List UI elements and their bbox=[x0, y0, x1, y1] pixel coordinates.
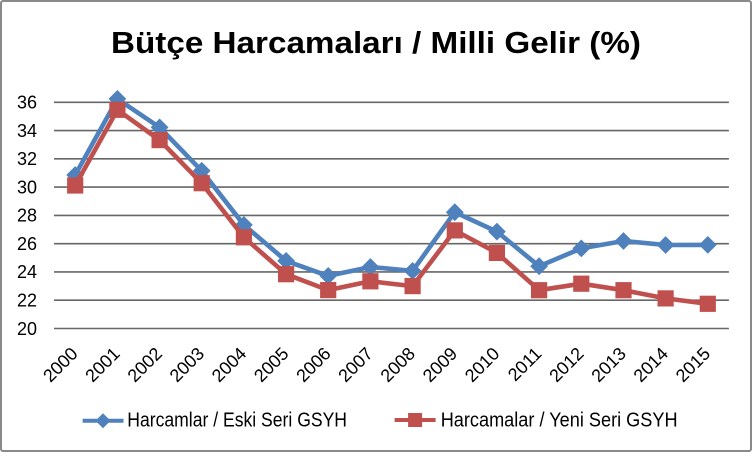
svg-text:22: 22 bbox=[17, 291, 37, 311]
svg-text:32: 32 bbox=[17, 149, 37, 169]
svg-text:24: 24 bbox=[17, 262, 37, 282]
svg-text:26: 26 bbox=[17, 234, 37, 254]
svg-text:30: 30 bbox=[17, 177, 37, 197]
svg-text:Harcamlar / Eski Seri GSYH: Harcamlar / Eski Seri GSYH bbox=[127, 409, 347, 431]
svg-text:34: 34 bbox=[17, 121, 37, 141]
svg-text:Harcamalar / Yeni Seri GSYH: Harcamalar / Yeni Seri GSYH bbox=[441, 409, 678, 431]
svg-text:28: 28 bbox=[17, 206, 37, 226]
svg-text:Bütçe Harcamaları / Milli Geli: Bütçe Harcamaları / Milli Gelir (%) bbox=[111, 25, 641, 60]
svg-text:36: 36 bbox=[17, 93, 37, 113]
svg-text:20: 20 bbox=[17, 319, 37, 339]
